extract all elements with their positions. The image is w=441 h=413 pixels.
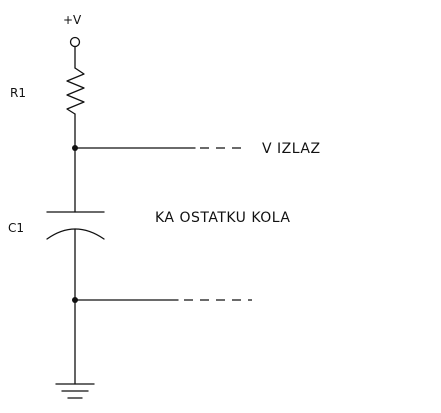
capacitor-label: C1: [8, 221, 24, 235]
resistor-r1: [66, 67, 85, 115]
resistor-label: R1: [10, 86, 26, 100]
supply-label: +V: [63, 13, 82, 27]
ground-symbol: [55, 383, 95, 399]
rest-of-circuit-label: KA OSTATKU KOLA: [155, 210, 291, 226]
output-label: V IZLAZ: [262, 141, 321, 157]
supply-terminal: [69, 36, 81, 48]
